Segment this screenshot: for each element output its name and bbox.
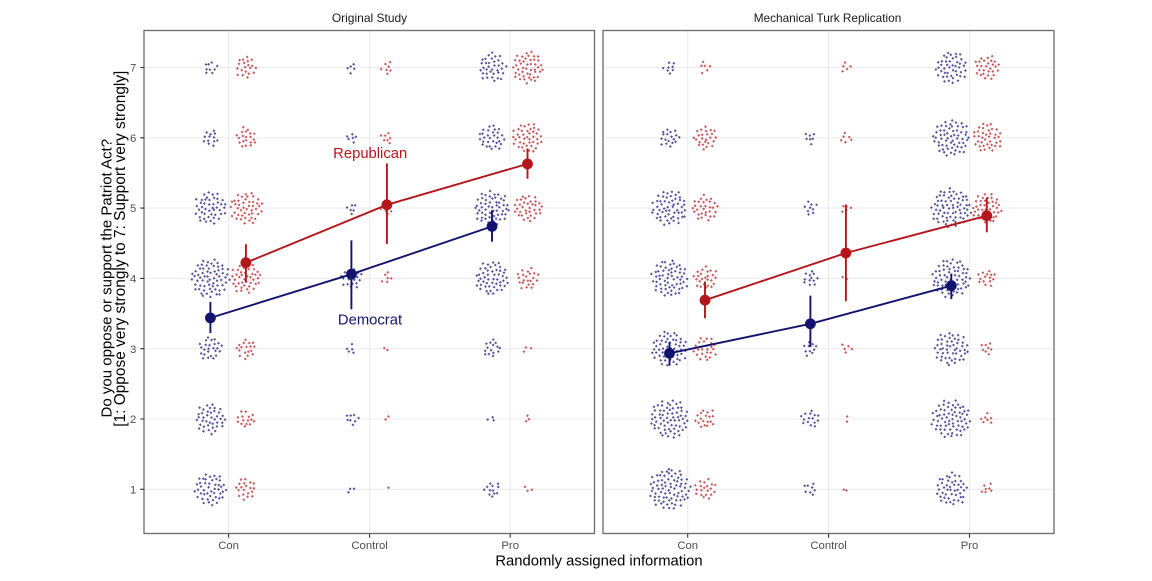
svg-text:[1: Oppose very strongly to 7:: [1: Oppose very strongly to 7: Support v… [112,71,129,427]
svg-text:Control: Control [351,540,387,552]
svg-text:4: 4 [130,274,136,286]
svg-text:7: 7 [130,63,136,75]
svg-text:Do you oppose or support the P: Do you oppose or support the Patriot Act… [98,139,115,418]
svg-text:Democrat: Democrat [338,313,402,329]
svg-text:1: 1 [130,484,136,496]
svg-text:Mechanical Turk Replication: Mechanical Turk Replication [754,11,902,25]
svg-text:2: 2 [130,414,136,426]
svg-text:Con: Con [677,540,698,552]
svg-text:5: 5 [130,203,136,215]
svg-text:Pro: Pro [501,540,519,552]
svg-text:3: 3 [130,344,136,356]
svg-text:Control: Control [810,540,846,552]
svg-text:Republican: Republican [333,146,407,162]
svg-text:Randomly assigned information: Randomly assigned information [495,554,702,570]
svg-text:6: 6 [130,133,136,145]
svg-text:Con: Con [218,540,239,552]
svg-text:Original Study: Original Study [332,11,407,25]
svg-text:Pro: Pro [961,540,979,552]
